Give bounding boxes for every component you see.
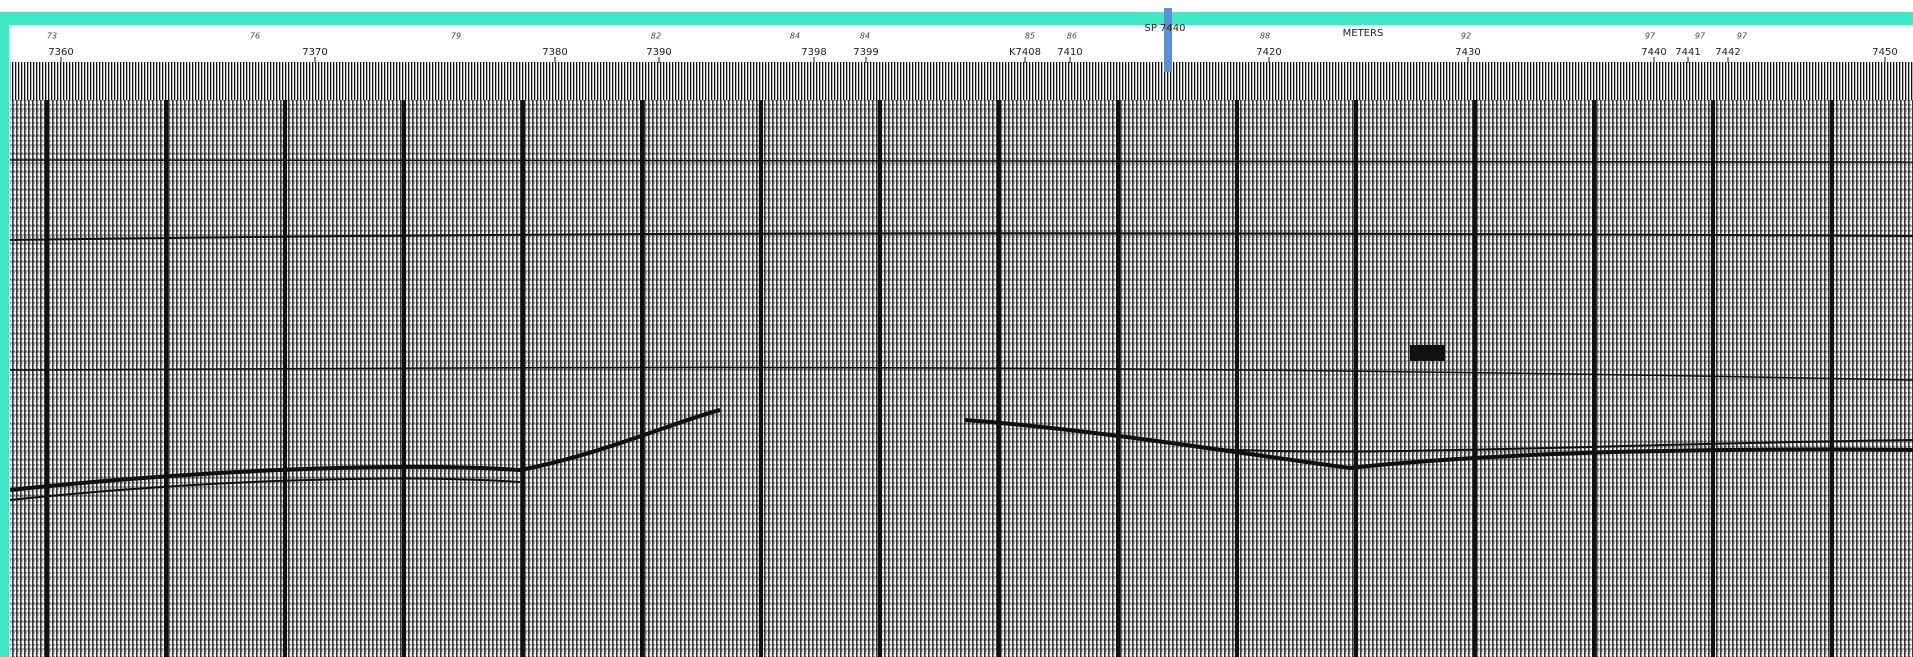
trace-label: K7408: [1009, 47, 1041, 58]
top-mark: 84: [860, 32, 870, 41]
top-mark: 97: [1737, 32, 1748, 41]
dark-trace: [1354, 100, 1358, 657]
trace-label: 7390: [646, 47, 671, 58]
top-mark: 82: [651, 32, 661, 41]
dark-trace: [997, 100, 1001, 657]
blot: [1410, 345, 1445, 361]
trace-label: 7430: [1455, 47, 1480, 58]
reflection-bands: [10, 100, 1913, 657]
top-mark: 88: [1260, 32, 1270, 41]
dark-trace: [1235, 100, 1239, 657]
seismic-section: METERS SP 7440 7360 7370 7380 7390 7398 7399 K…: [0, 0, 1913, 657]
trace-label: 7360: [48, 47, 73, 58]
dark-trace: [1711, 100, 1715, 657]
top-mark: 84: [790, 32, 800, 41]
trace-label: 7370: [302, 47, 327, 58]
top-mark: 86: [1067, 32, 1077, 41]
dark-trace: [164, 100, 168, 657]
trace-label: 7441: [1675, 47, 1700, 58]
top-mark: 85: [1025, 32, 1035, 41]
dark-trace: [640, 100, 644, 657]
top-border: [0, 12, 1913, 25]
position-marker: [1164, 8, 1172, 72]
trace-ticks: [10, 62, 1913, 102]
dark-trace: [521, 100, 525, 657]
trace-label: 7442: [1715, 47, 1740, 58]
trace-label: 7399: [853, 47, 878, 58]
dark-trace: [759, 100, 763, 657]
dark-trace: [1473, 100, 1477, 657]
top-mark: 79: [451, 32, 461, 41]
top-mark: 92: [1461, 32, 1471, 41]
trace-label: 7450: [1872, 47, 1897, 58]
dark-trace: [1116, 100, 1120, 657]
trace-label: 7380: [542, 47, 567, 58]
dark-trace: [45, 100, 49, 657]
top-mark: 76: [250, 32, 260, 41]
trace-label: 7398: [801, 47, 826, 58]
dark-trace: [878, 100, 882, 657]
top-mark: 73: [47, 32, 57, 41]
dark-trace: [402, 100, 406, 657]
scale-label: METERS: [1343, 28, 1384, 39]
top-mark: 97: [1695, 32, 1706, 41]
trace-label: 7440: [1641, 47, 1666, 58]
trace-label: 7410: [1057, 47, 1082, 58]
screenshot: METERS SP 7440 7360 7370 7380 7390 7398 7399 K…: [0, 0, 1913, 657]
trace-label: 7420: [1256, 47, 1281, 58]
left-border: [0, 12, 9, 657]
top-mark: 97: [1645, 32, 1656, 41]
shotpoint-label: SP 7440: [1144, 23, 1185, 34]
dark-trace: [1592, 100, 1596, 657]
dark-trace: [283, 100, 287, 657]
